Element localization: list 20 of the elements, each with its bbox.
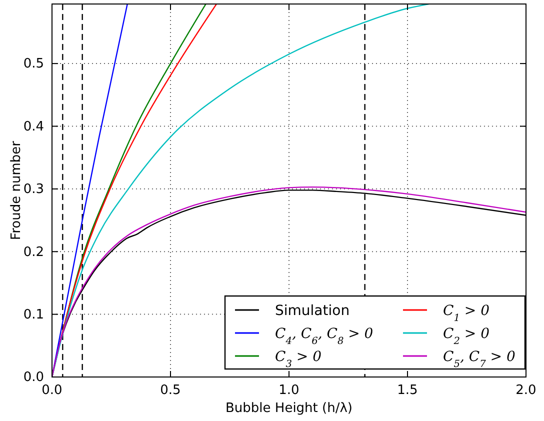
- legend-label: Simulation: [275, 303, 350, 319]
- x-tick-label: 1.5: [397, 383, 418, 398]
- y-tick-label: 0.4: [23, 119, 44, 134]
- y-tick-label: 0.5: [23, 56, 44, 72]
- legend-label: C$_{4}$, C$_{6}$, C$_{8}$ > 0: [275, 326, 374, 346]
- x-axis-title: Bubble Height (h/λ): [226, 401, 352, 416]
- y-tick-label: 0.2: [23, 244, 44, 260]
- y-tick-label: 0.0: [23, 370, 44, 386]
- legend-label: C$_{5}$, C$_{7}$ > 0: [443, 349, 516, 370]
- legend-label: C$_{1}$ > 0: [443, 303, 490, 324]
- y-tick-label: 0.1: [23, 307, 44, 322]
- y-axis-title: Froude number: [9, 140, 24, 240]
- x-tick-label: 0.0: [42, 383, 62, 398]
- x-tick-label: 0.5: [160, 383, 181, 398]
- legend-label: C$_{2}$ > 0: [443, 326, 490, 346]
- legend-label: C$_{3}$ > 0: [275, 349, 322, 370]
- x-tick-label: 1.0: [278, 383, 300, 398]
- line-series: [52, 4, 430, 377]
- x-tick-label: 2.0: [516, 383, 536, 398]
- y-tick-label: 0.3: [23, 182, 44, 198]
